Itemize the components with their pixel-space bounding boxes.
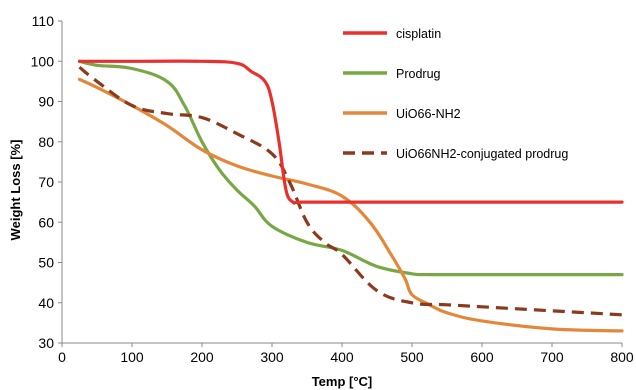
series-lines (77, 59, 624, 333)
legend-label-1: Prodrug (396, 67, 441, 81)
x-tick-label: 600 (470, 349, 494, 365)
legend-label-0: cisplatin (396, 27, 441, 41)
x-tick-label: 100 (120, 349, 144, 365)
y-tick-label: 40 (38, 295, 54, 311)
x-tick-label: 700 (540, 349, 564, 365)
y-axis-ticks: 110 100 90 80 70 60 50 40 30 (31, 13, 62, 351)
series-line-0 (77, 59, 624, 205)
x-tick-label: 500 (400, 349, 424, 365)
y-tick-label: 110 (32, 13, 55, 29)
legend: cisplatin Prodrug UiO66-NH2 UiO66NH2-conjug… (343, 27, 568, 161)
y-tick-label: 80 (38, 134, 54, 150)
x-tick-label: 800 (610, 349, 634, 365)
x-tick-label: 300 (260, 349, 284, 365)
x-tick-label: 0 (58, 349, 66, 365)
series-line-1 (77, 59, 624, 277)
y-tick-label: 70 (38, 174, 54, 190)
x-tick-label: 200 (190, 349, 214, 365)
series-line-3 (78, 66, 623, 317)
y-tick-label: 50 (38, 255, 54, 271)
y-tick-label: 100 (31, 53, 55, 69)
x-axis-ticks: 0 100 200 300 400 500 600 700 800 (58, 343, 634, 365)
y-axis-title: Weight Loss [%] (8, 140, 23, 241)
plot-area: 110 100 90 80 70 60 50 40 30 0 100 200 300 400 500 600… (31, 13, 634, 365)
x-tick-label: 400 (330, 349, 354, 365)
x-axis-title: Temp [°C] (312, 374, 373, 389)
legend-label-2: UiO66-NH2 (396, 107, 461, 121)
series-line-2 (77, 77, 624, 333)
y-tick-label: 60 (38, 214, 54, 230)
y-tick-label: 90 (38, 94, 54, 110)
y-tick-label: 30 (38, 335, 54, 351)
legend-label-3: UiO66NH2-conjugated prodrug (396, 147, 568, 161)
